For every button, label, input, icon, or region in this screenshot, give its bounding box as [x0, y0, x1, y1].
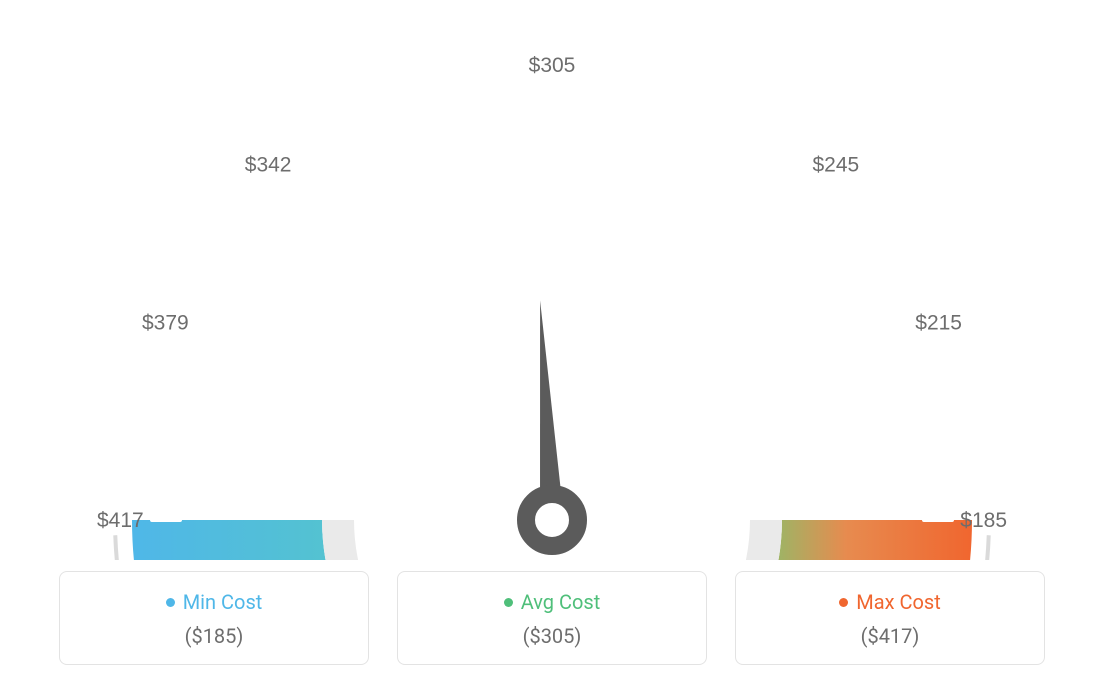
legend-value-min: ($185) [70, 624, 358, 648]
legend-dot-max [839, 598, 848, 607]
legend-value-avg: ($305) [408, 624, 696, 648]
legend-card-max: Max Cost ($417) [735, 571, 1045, 665]
legend-row: Min Cost ($185) Avg Cost ($305) Max Cost… [0, 571, 1104, 665]
svg-text:$215: $215 [915, 312, 962, 335]
gauge-svg: $185 $215 $245 $305 $342 $379 $417 [0, 0, 1104, 560]
svg-text:$379: $379 [142, 312, 189, 335]
svg-text:$305: $305 [529, 54, 576, 77]
svg-text:$342: $342 [245, 153, 292, 176]
legend-label-min: Min Cost [166, 590, 263, 614]
svg-text:$185: $185 [960, 509, 1007, 532]
legend-label-avg: Avg Cost [504, 590, 601, 614]
gauge-chart: $185 $215 $245 $305 $342 $379 $417 [0, 0, 1104, 560]
legend-value-max: ($417) [746, 624, 1034, 648]
legend-label-min-text: Min Cost [183, 590, 263, 614]
legend-label-max-text: Max Cost [856, 590, 941, 614]
legend-label-max: Max Cost [839, 590, 941, 614]
legend-dot-min [166, 598, 175, 607]
legend-label-avg-text: Avg Cost [521, 590, 601, 614]
legend-card-avg: Avg Cost ($305) [397, 571, 707, 665]
svg-text:$417: $417 [97, 509, 144, 532]
svg-text:$245: $245 [813, 153, 860, 176]
legend-dot-avg [504, 598, 513, 607]
legend-card-min: Min Cost ($185) [59, 571, 369, 665]
